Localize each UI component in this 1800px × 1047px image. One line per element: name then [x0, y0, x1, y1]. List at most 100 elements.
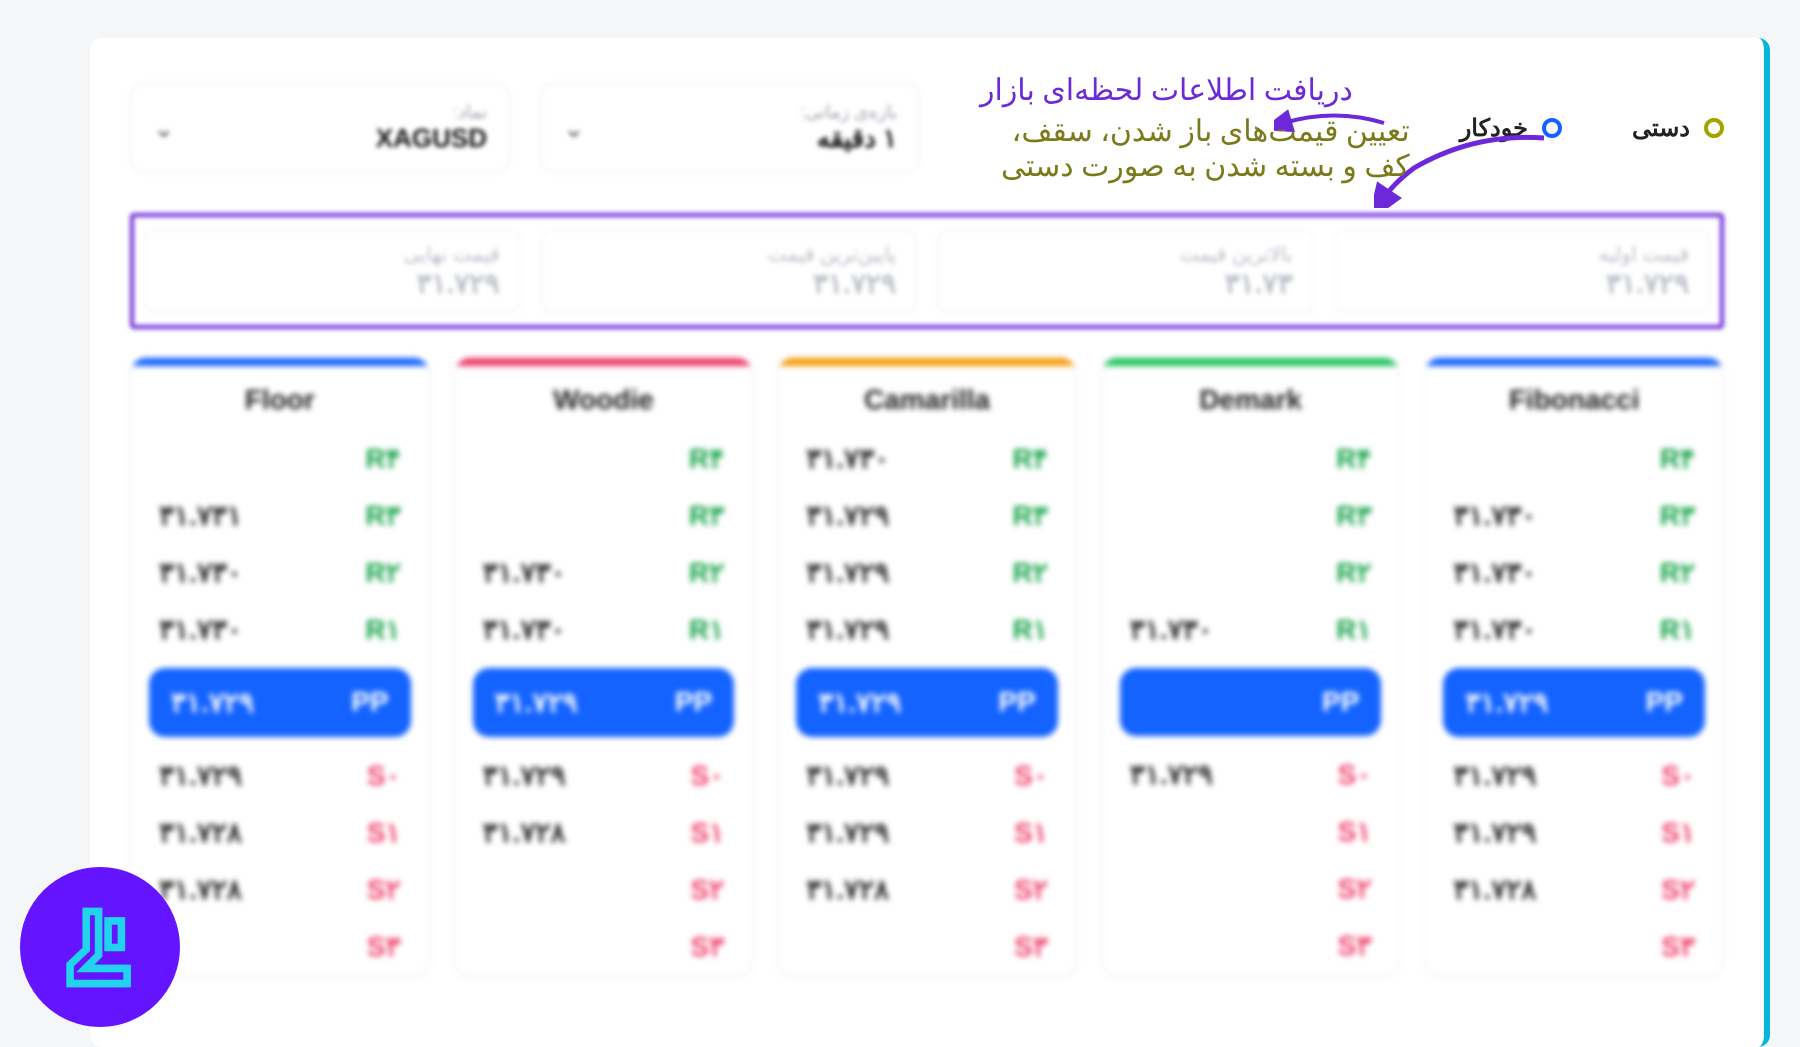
price-input-value: ۳۱.۷۲۹	[1355, 267, 1690, 300]
pivot-level-row: ۳۱.۷۳۰ R۱	[1102, 601, 1400, 658]
pivot-value: ۳۱.۷۲۸	[1453, 873, 1536, 906]
pivot-pp-row: ۳۱.۷۲۹ PP	[796, 668, 1058, 737]
pivot-card-title: Woodie	[455, 358, 753, 430]
pivot-level-label: S۰	[690, 759, 724, 792]
pivot-level-label: S۳	[1338, 929, 1372, 962]
pivot-level-row: ۳۱.۷۳۰R۳	[1425, 487, 1723, 544]
price-input[interactable]: پایین‌ترین قیمت۳۱.۷۲۹	[541, 229, 918, 313]
pivot-level-label: R۲	[689, 556, 724, 589]
pivot-level-row: ۳۱.۷۲۹S۰	[1102, 746, 1400, 803]
pivot-level-row: ۳۱.۷۲۹ S۱	[1425, 804, 1723, 861]
symbol-select[interactable]: نماد: XAGUSD ⌄	[130, 83, 510, 173]
pivot-level-row: ۳۱.۷۳۰ R۲	[131, 544, 429, 601]
pivot-level-row: ۳۱.۷۲۹ S۰	[778, 747, 1076, 804]
pivot-value: ۳۱.۷۲۹	[159, 759, 242, 792]
pivot-pp-label: PP	[1646, 686, 1683, 719]
pivot-level-label: S۱	[1338, 815, 1372, 848]
pivot-level-row: ۳۱.۷۲۸S۱	[131, 804, 429, 861]
pivot-level-label: R۲	[365, 556, 400, 589]
pivot-level-label: R۱	[1660, 613, 1695, 646]
pivot-card-floor: FloorR۴۳۱.۷۳۱R۳۳۱.۷۳۰R۲۳۱.۷۳۰R۱۳۱.۷۲۹PP۳…	[130, 357, 430, 977]
pivot-level-row: S۲	[1102, 860, 1400, 917]
pivot-level-row: ۳۱.۷۲۹ S۰	[455, 747, 753, 804]
pivot-level-row: R۴	[1102, 430, 1400, 487]
top-controls-row: دستی خودکار دریافت اطلاعات لحظه‌ای بازار…	[130, 68, 1724, 188]
pivot-level-label: R۴	[1013, 442, 1048, 475]
pivot-value: ۳۱.۷۲۹	[483, 759, 566, 792]
pivot-pp-row: ۳۱.۷۲۹PP	[473, 668, 735, 737]
pivot-level-label: R۳	[1013, 499, 1048, 532]
pivot-pp-label: PP	[998, 686, 1035, 719]
pivot-value: ۳۱.۷۲۹	[1453, 816, 1536, 849]
pivot-pp-row: ۳۱.۷۲۹PP	[149, 668, 411, 737]
pivot-level-label: S۳	[1014, 930, 1048, 963]
pivot-level-label: S۰	[1014, 759, 1048, 792]
radio-dot-icon	[1704, 118, 1724, 138]
mode-manual-label: دستی	[1632, 114, 1690, 143]
pivot-level-row: ۳۱.۷۳۰ R۱	[1425, 601, 1723, 658]
pivot-card-title: Demark	[1102, 358, 1400, 430]
pivot-value: ۳۱.۷۲۸	[483, 816, 566, 849]
pivot-level-row: ۳۱.۷۳۱R۳	[131, 487, 429, 544]
pivot-pp-label: PP	[351, 686, 388, 719]
pivot-value: ۳۱.۷۳۰	[483, 556, 566, 589]
symbol-label: نماد:	[376, 102, 487, 123]
pivot-value: ۳۱.۷۲۹	[806, 499, 889, 532]
symbol-value: XAGUSD	[376, 123, 487, 154]
price-input[interactable]: بالاترین قیمت۳۱.۷۳	[937, 229, 1314, 313]
pivot-value: ۳۱.۷۳۰	[1130, 613, 1213, 646]
pivot-level-row: ۳۱.۷۲۹S۰	[1425, 747, 1723, 804]
pivot-level-row: S۳	[455, 918, 753, 975]
pivot-level-label: R۳	[1336, 499, 1371, 532]
pivot-value: ۳۱.۷۲۹	[1453, 759, 1536, 792]
annotation-manual-text: تعیین قیمت‌های باز شدن، سقف، کف و بسته ش…	[980, 114, 1410, 184]
timeframe-select[interactable]: بازه‌ی زمانی: ۱ دقیقه ⌄	[540, 83, 920, 173]
pivot-level-label: S۲	[1338, 872, 1372, 905]
pivot-value: ۳۱.۷۲۹	[806, 613, 889, 646]
pivot-level-label: S۱	[1661, 816, 1695, 849]
pivot-level-row: S۲	[455, 861, 753, 918]
pivot-level-row: ۳۱.۷۲۸S۲	[1425, 861, 1723, 918]
price-input-value: ۳۱.۷۲۹	[562, 267, 897, 300]
pivot-value: ۳۱.۷۲۹	[806, 816, 889, 849]
pivot-level-label: R۴	[1660, 442, 1695, 475]
pivot-value: ۳۱.۷۳۰	[483, 613, 566, 646]
pivot-card-demark: Demark R۴ R۳ R۲ ۳۱.۷۳۰ R۱ PP ۳۱.۷۲۹S۰ S۱ S۲ S۳	[1101, 357, 1401, 977]
annotation-text-block: دریافت اطلاعات لحظه‌ای بازار تعیین قیمت‌…	[980, 73, 1410, 184]
price-input-label: قیمت نهایی	[165, 242, 500, 267]
pivot-cards-row: FloorR۴۳۱.۷۳۱R۳۳۱.۷۳۰R۲۳۱.۷۳۰R۱۳۱.۷۲۹PP۳…	[130, 357, 1724, 977]
pivot-level-label: S۳	[690, 930, 724, 963]
price-input-label: قیمت اولیه	[1355, 242, 1690, 267]
pivot-pp-label: PP	[675, 686, 712, 719]
pivot-level-label: R۱	[365, 613, 400, 646]
mode-manual-radio[interactable]: دستی	[1632, 114, 1724, 143]
pivot-value: ۳۱.۷۳۰	[159, 613, 242, 646]
pivot-value: ۳۱.۷۳۰	[806, 442, 889, 475]
pivot-level-label: R۲	[1336, 556, 1371, 589]
pivot-level-label: R۴	[1336, 442, 1371, 475]
chevron-down-icon: ⌄	[563, 113, 585, 144]
price-input-label: بالاترین قیمت	[958, 242, 1293, 267]
timeframe-value: ۱ دقیقه	[800, 123, 897, 154]
price-input[interactable]: قیمت نهایی۳۱.۷۲۹	[144, 229, 521, 313]
pivot-level-label: S۱	[367, 816, 401, 849]
pivot-value: ۳۱.۷۳۰	[159, 556, 242, 589]
pivot-pp-value: ۳۱.۷۲۹	[818, 686, 901, 719]
pivot-value: ۳۱.۷۲۹	[806, 759, 889, 792]
pivot-level-label: S۰	[367, 759, 401, 792]
pivot-value: ۳۱.۷۳۰	[1453, 613, 1536, 646]
mode-auto-radio[interactable]: خودکار	[1460, 114, 1562, 143]
pivot-level-row: S۳	[1102, 917, 1400, 974]
pivot-level-row: ۳۱.۷۲۹R۲	[778, 544, 1076, 601]
pivot-pp-value: ۳۱.۷۲۹	[1465, 686, 1548, 719]
radio-dot-icon	[1542, 118, 1562, 138]
pivot-level-row: R۴	[1425, 430, 1723, 487]
brand-logo-icon	[53, 900, 148, 995]
pivot-level-row: R۴	[131, 430, 429, 487]
pivot-level-label: R۱	[1336, 613, 1371, 646]
pivot-pp-label: PP	[1322, 686, 1359, 718]
timeframe-label: بازه‌ی زمانی:	[800, 102, 897, 123]
price-input[interactable]: قیمت اولیه۳۱.۷۲۹	[1334, 229, 1711, 313]
pivot-level-row: ۳۱.۷۲۹ R۳	[778, 487, 1076, 544]
pivot-value: ۳۱.۷۳۰	[1453, 499, 1536, 532]
